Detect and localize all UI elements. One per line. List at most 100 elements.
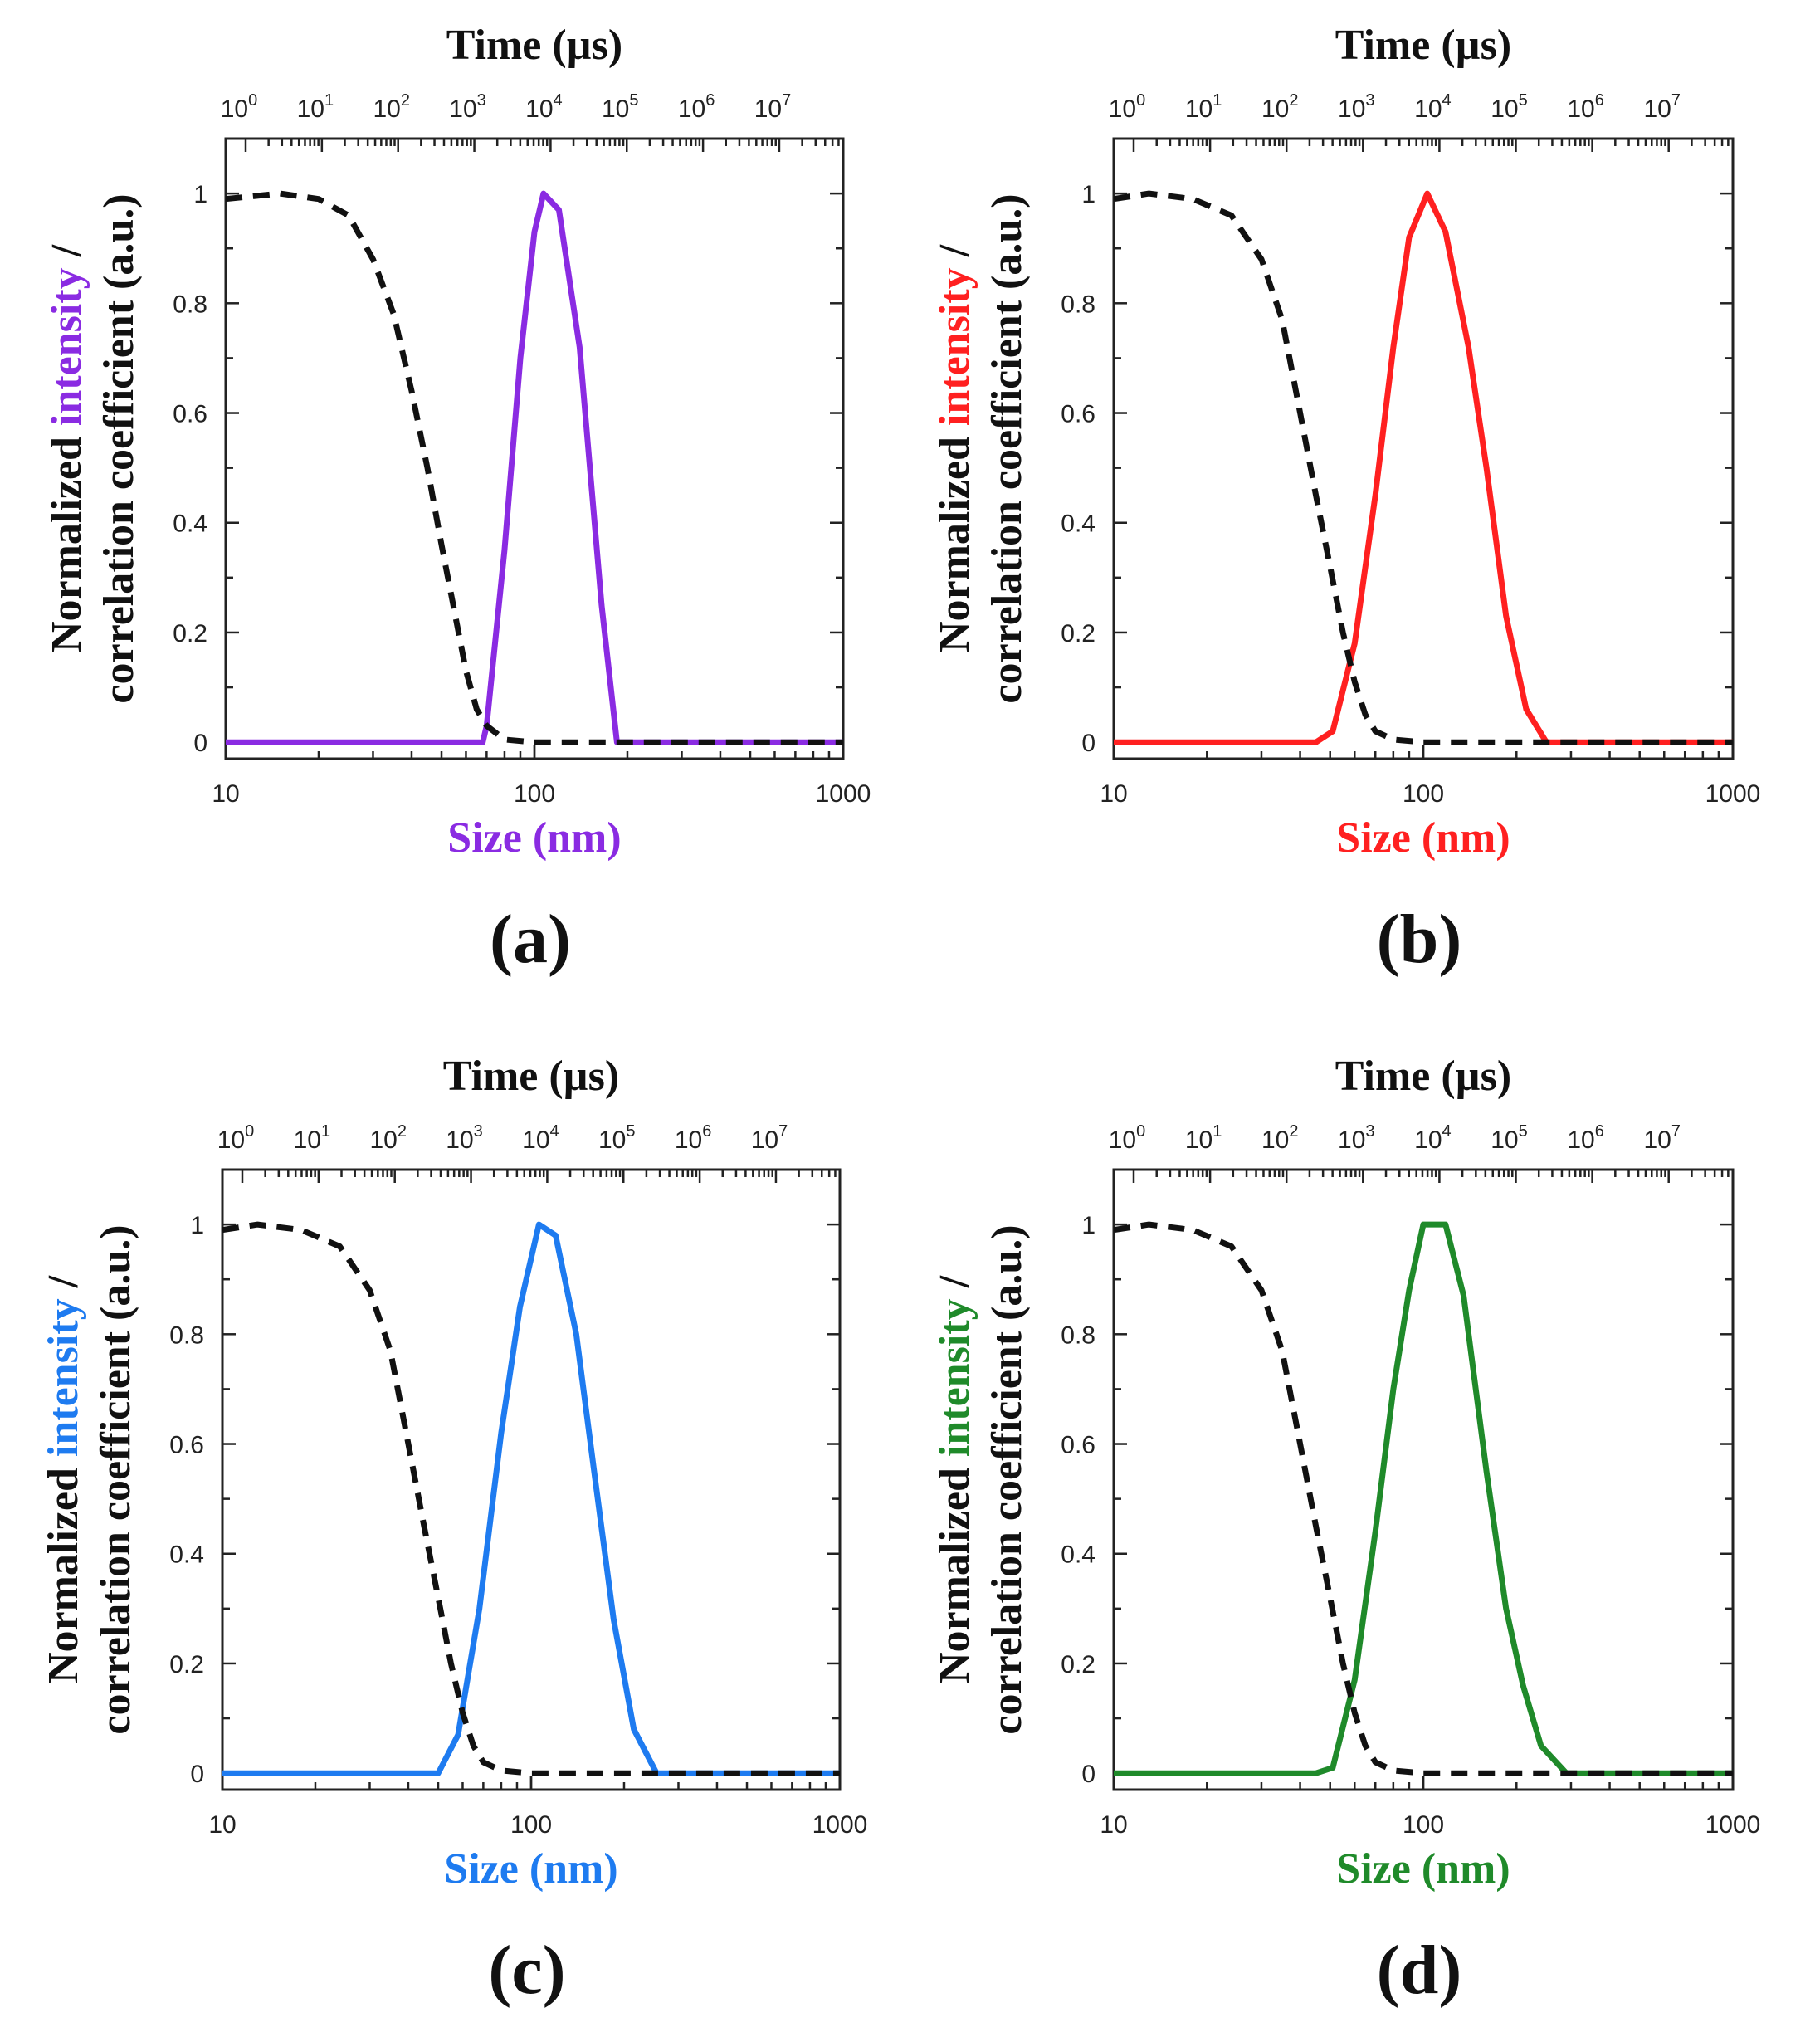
y-tick-label: 0	[1081, 1761, 1095, 1788]
intensity-series-line	[1114, 190, 1733, 745]
x2-tick-base: 10	[678, 95, 705, 123]
x2-tick-base: 10	[1185, 95, 1213, 123]
x2-tick-exp: 6	[705, 91, 715, 110]
y-tick-label: 0.6	[169, 1432, 204, 1459]
y-tick-label: 0.2	[173, 620, 207, 647]
x2-axis-title: Time (µs)	[1335, 22, 1511, 69]
x2-tick-base: 10	[1567, 95, 1594, 123]
x2-tick-base: 10	[598, 1126, 626, 1154]
x2-tick-label: 104	[1414, 1122, 1452, 1154]
panel-label: (a)	[490, 901, 571, 978]
x2-tick-label: 106	[675, 1122, 712, 1154]
y-title-suffix: /	[43, 244, 90, 267]
y-tick-label: 0	[190, 1761, 204, 1788]
intensity-series-line	[1114, 1221, 1733, 1776]
x2-tick-exp: 1	[1213, 91, 1222, 110]
x2-tick-base: 10	[525, 95, 553, 123]
correlation-series-line	[222, 1221, 840, 1776]
panel-label: (c)	[488, 1932, 565, 2009]
y-tick-label: 0.8	[1061, 1321, 1095, 1349]
x2-axis-ticks	[1132, 1170, 1730, 1183]
x2-tick-exp: 6	[1595, 91, 1604, 110]
y-axis-title-line2: correlation coefficient (a.u.)	[983, 193, 1031, 703]
plot-frame	[1112, 1168, 1735, 1791]
x-tick-label: 100	[514, 780, 555, 808]
x2-tick-base: 10	[373, 95, 400, 123]
x2-tick-base: 10	[1643, 1126, 1671, 1154]
x2-tick-label: 100	[1109, 91, 1146, 123]
correlation-series-line	[1114, 1221, 1733, 1776]
x2-tick-base: 10	[1109, 95, 1136, 123]
x2-tick-base: 10	[297, 95, 324, 123]
x-tick-label: 1000	[812, 1811, 868, 1839]
y-tick-label: 0.2	[169, 1651, 204, 1678]
x2-tick-label: 102	[1261, 91, 1299, 123]
x2-tick-base: 10	[1338, 95, 1365, 123]
x2-tick-base: 10	[449, 95, 476, 123]
x2-axis-ticks	[244, 139, 840, 152]
x2-tick-base: 10	[522, 1126, 549, 1154]
x2-axis-ticks	[1132, 139, 1730, 152]
x2-tick-label: 102	[1261, 1122, 1299, 1154]
x2-tick-exp: 4	[550, 1122, 559, 1141]
x2-tick-exp: 7	[778, 1122, 788, 1141]
x2-tick-exp: 7	[782, 91, 791, 110]
x2-tick-label: 103	[449, 91, 486, 123]
y-axis-title-line2: correlation coefficient (a.u.)	[983, 1224, 1031, 1734]
x-tick-label: 1000	[1705, 780, 1761, 808]
x2-tick-exp: 3	[477, 91, 486, 110]
y-title-prefix: Normalized	[931, 426, 978, 652]
x2-tick-base: 10	[1414, 1126, 1442, 1154]
x-tick-label: 10	[1100, 780, 1127, 808]
x2-tick-base: 10	[1567, 1126, 1594, 1154]
y-title-suffix: /	[931, 244, 978, 267]
x2-tick-exp: 0	[1136, 91, 1145, 110]
y-tick-label: 0.6	[1061, 401, 1095, 428]
x2-tick-label: 107	[751, 1122, 788, 1154]
y-axis-title-line1: Normalized intensity /	[931, 1275, 978, 1683]
y-axis-ticks	[1114, 192, 1733, 744]
panel-label: (d)	[1377, 1932, 1462, 2009]
y-tick-label: 1	[1081, 181, 1095, 208]
x-tick-label: 1000	[1705, 1811, 1761, 1839]
x2-tick-base: 10	[1109, 1126, 1136, 1154]
x-tick-label: 1000	[816, 780, 871, 808]
x2-tick-exp: 4	[1442, 1122, 1452, 1141]
x2-tick-exp: 6	[702, 1122, 711, 1141]
x2-tick-exp: 6	[1595, 1122, 1604, 1141]
y-tick-label: 0.6	[173, 401, 207, 428]
x2-tick-exp: 5	[1519, 1122, 1528, 1141]
x2-tick-label: 105	[1491, 1122, 1528, 1154]
x2-tick-label: 103	[1338, 91, 1375, 123]
intensity-series-line	[226, 190, 843, 745]
x2-tick-label: 106	[1567, 91, 1604, 123]
y-tick-label: 0.2	[1061, 620, 1095, 647]
x2-tick-exp: 5	[629, 91, 638, 110]
x-tick-label: 10	[212, 780, 239, 808]
x2-tick-label: 105	[1491, 91, 1528, 123]
x2-tick-label: 105	[598, 1122, 636, 1154]
x-tick-label: 10	[208, 1811, 236, 1839]
y-tick-label: 1	[1081, 1212, 1095, 1239]
y-tick-label: 0.8	[169, 1321, 204, 1349]
y-axis-title-line1: Normalized intensity /	[43, 244, 90, 652]
x2-tick-label: 104	[525, 91, 563, 123]
x2-axis-title: Time (µs)	[446, 22, 622, 69]
x-axis-ticks	[224, 745, 845, 759]
x-axis-title: Size (nm)	[444, 1845, 617, 1893]
x-axis-ticks	[221, 1776, 842, 1790]
y-tick-label: 0.2	[1061, 1651, 1095, 1678]
y-axis-title-line1: Normalized intensity /	[40, 1275, 87, 1683]
x2-tick-base: 10	[1261, 95, 1289, 123]
y-axis-ticks	[222, 1223, 840, 1775]
x-tick-label: 100	[1403, 780, 1444, 808]
x2-tick-base: 10	[675, 1126, 702, 1154]
x2-tick-base: 10	[602, 95, 629, 123]
x-axis-title: Size (nm)	[1336, 814, 1510, 862]
x2-tick-label: 106	[678, 91, 715, 123]
y-tick-label: 1	[193, 181, 207, 208]
x2-tick-label: 103	[1338, 1122, 1375, 1154]
